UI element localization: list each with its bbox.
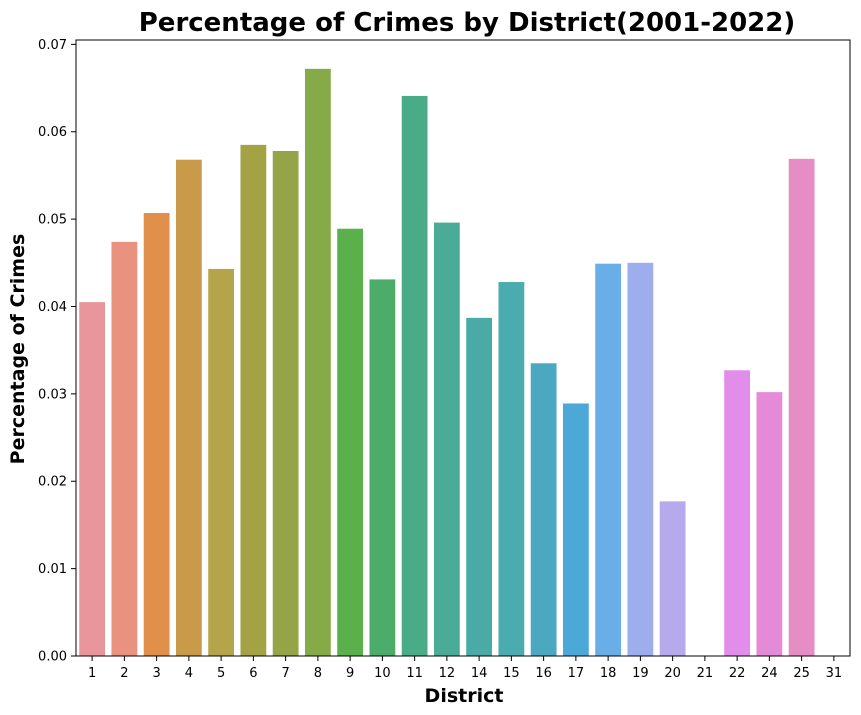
bar-district-22 bbox=[724, 370, 751, 656]
bar-district-7 bbox=[272, 150, 299, 656]
bar-district-10 bbox=[369, 279, 396, 656]
y-axis-label: Percentage of Crimes bbox=[7, 234, 29, 465]
bars-group bbox=[79, 68, 847, 657]
bar-district-4 bbox=[175, 159, 202, 657]
y-tick-label: 0.03 bbox=[38, 387, 67, 402]
x-tick-label: 6 bbox=[249, 666, 257, 681]
bar-district-18 bbox=[595, 263, 622, 656]
y-tick-label: 0.04 bbox=[38, 300, 67, 315]
bar-district-1 bbox=[79, 302, 106, 656]
x-tick-label: 17 bbox=[568, 666, 585, 681]
x-axis-ticks: 1 2 3 4 5 6 7 8 9 10 11 12 14 15 16 17 18 19 20 21 22 24 25 31 bbox=[88, 656, 842, 681]
bar-district-16 bbox=[530, 363, 557, 656]
y-tick-label: 0.06 bbox=[38, 125, 67, 140]
x-tick-label: 18 bbox=[600, 666, 617, 681]
x-tick-label: 8 bbox=[314, 666, 322, 681]
bar-district-17 bbox=[562, 403, 589, 656]
y-axis-ticks: 0.00 0.01 0.02 0.03 0.04 0.05 0.06 0.07 bbox=[38, 38, 76, 665]
x-tick-label: 20 bbox=[664, 666, 681, 681]
x-tick-label: 9 bbox=[346, 666, 354, 681]
bar-district-20 bbox=[659, 501, 686, 656]
x-tick-label: 19 bbox=[632, 666, 649, 681]
x-tick-label: 3 bbox=[152, 666, 160, 681]
bar-district-9 bbox=[337, 228, 364, 656]
bar-district-3 bbox=[143, 213, 170, 656]
bar-district-12 bbox=[433, 222, 460, 656]
x-tick-label: 15 bbox=[503, 666, 520, 681]
x-axis-label: District bbox=[425, 685, 504, 707]
bar-district-14 bbox=[466, 317, 493, 656]
x-tick-label: 14 bbox=[471, 666, 488, 681]
bar-district-19 bbox=[627, 262, 654, 656]
x-tick-label: 10 bbox=[374, 666, 391, 681]
x-tick-label: 2 bbox=[120, 666, 128, 681]
y-tick-label: 0.01 bbox=[38, 562, 67, 577]
x-tick-label: 24 bbox=[761, 666, 778, 681]
bar-district-5 bbox=[208, 268, 235, 656]
bar-district-24 bbox=[756, 392, 783, 656]
x-tick-label: 7 bbox=[281, 666, 289, 681]
y-tick-label: 0.02 bbox=[38, 475, 67, 490]
x-tick-label: 22 bbox=[729, 666, 746, 681]
bar-district-25 bbox=[788, 158, 815, 656]
x-tick-label: 16 bbox=[535, 666, 552, 681]
x-tick-label: 31 bbox=[826, 666, 843, 681]
x-tick-label: 12 bbox=[439, 666, 456, 681]
x-tick-label: 25 bbox=[793, 666, 810, 681]
bar-district-8 bbox=[304, 68, 331, 656]
chart-title: Percentage of Crimes by District(2001-20… bbox=[139, 8, 796, 38]
x-tick-label: 11 bbox=[406, 666, 423, 681]
x-tick-label: 1 bbox=[88, 666, 96, 681]
y-tick-label: 0.05 bbox=[38, 213, 67, 228]
axes-frame bbox=[75, 39, 851, 657]
y-tick-label: 0.07 bbox=[38, 38, 67, 53]
y-tick-label: 0.00 bbox=[38, 650, 67, 665]
bar-district-2 bbox=[111, 241, 138, 656]
bar-district-6 bbox=[240, 144, 267, 656]
x-tick-label: 5 bbox=[217, 666, 225, 681]
bar-district-11 bbox=[401, 95, 428, 656]
bar-district-15 bbox=[498, 282, 525, 656]
x-tick-label: 21 bbox=[697, 666, 714, 681]
x-tick-label: 4 bbox=[185, 666, 193, 681]
